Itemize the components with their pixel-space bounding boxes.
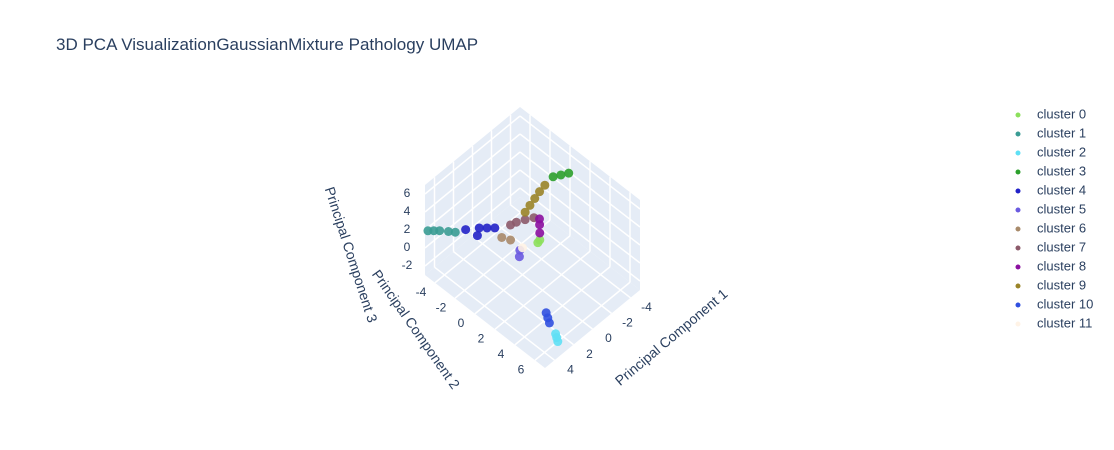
legend-marker xyxy=(1015,226,1021,232)
legend-marker xyxy=(1015,245,1021,251)
grid-line xyxy=(424,115,521,195)
legend-label: cluster 6 xyxy=(1037,220,1086,235)
marks xyxy=(423,168,574,347)
grid-line xyxy=(494,250,591,330)
grid-line xyxy=(519,169,641,264)
point xyxy=(548,172,558,182)
legend-marker xyxy=(1015,321,1021,327)
grid-line xyxy=(519,133,641,228)
legend-marker xyxy=(1015,131,1021,137)
legend-label: cluster 2 xyxy=(1037,144,1086,159)
point xyxy=(511,217,521,227)
point xyxy=(450,227,460,237)
legend-marker xyxy=(1015,302,1021,308)
grid-line xyxy=(424,151,521,231)
point xyxy=(514,252,524,262)
z-axis-title: Principal Component 3 xyxy=(322,185,381,325)
point xyxy=(556,170,566,180)
legend-marker xyxy=(1015,150,1021,156)
point xyxy=(544,318,554,328)
z-tick-label: -2 xyxy=(402,258,413,272)
grid-line xyxy=(424,187,521,267)
point xyxy=(461,225,471,235)
point xyxy=(553,337,563,347)
grid-line xyxy=(434,266,555,361)
grid-line xyxy=(519,187,641,282)
legend-label: cluster 10 xyxy=(1037,296,1093,311)
grid-line xyxy=(519,151,641,246)
grid-line xyxy=(534,281,631,361)
x-tick-label: 4 xyxy=(567,362,574,376)
point xyxy=(535,220,545,230)
z-tick-label: 0 xyxy=(404,240,411,254)
legend-marker xyxy=(1015,264,1021,270)
x-tick-label: 0 xyxy=(605,331,612,345)
point xyxy=(540,180,550,190)
point xyxy=(435,226,445,236)
x-tick-label: -2 xyxy=(622,316,633,330)
grid-line xyxy=(474,235,571,315)
point xyxy=(535,187,545,197)
y-tick-label: 6 xyxy=(518,362,525,376)
legend-marker xyxy=(1015,188,1021,194)
legend-label: cluster 5 xyxy=(1037,201,1086,216)
point xyxy=(443,226,453,236)
point xyxy=(525,200,535,210)
point xyxy=(518,243,527,253)
chart-title: 3D PCA VisualizationGaussianMixture Path… xyxy=(56,35,478,54)
legend-label: cluster 7 xyxy=(1037,239,1086,254)
point xyxy=(497,232,507,242)
legend-label: cluster 9 xyxy=(1037,277,1086,292)
legend-marker xyxy=(1015,283,1021,289)
z-tick-label: 6 xyxy=(404,186,411,200)
point xyxy=(506,235,516,245)
grid-line xyxy=(454,219,551,299)
y-tick-label: -2 xyxy=(436,300,447,314)
legend: cluster 0 cluster 1 cluster 2 cluster 3 clus… xyxy=(1015,106,1093,330)
point xyxy=(482,223,492,233)
grid-line xyxy=(434,204,531,284)
grid-line xyxy=(514,266,611,346)
x-tick-label: 2 xyxy=(586,347,593,361)
legend-label: cluster 1 xyxy=(1037,125,1086,140)
y-tick-label: -4 xyxy=(416,285,427,299)
legend-label: cluster 3 xyxy=(1037,163,1086,178)
x-axis-title: Principal Component 1 xyxy=(612,285,731,388)
z-tick-label: 2 xyxy=(404,222,411,236)
y-tick-label: 4 xyxy=(498,347,505,361)
point xyxy=(474,223,484,233)
grid-line xyxy=(472,235,593,330)
legend-marker xyxy=(1015,207,1021,213)
legend-marker xyxy=(1015,112,1021,118)
point xyxy=(520,215,530,225)
y-tick-label: 0 xyxy=(458,316,465,330)
legend-label: cluster 8 xyxy=(1037,258,1086,273)
point xyxy=(520,207,530,217)
grid-line xyxy=(424,133,521,213)
legend-label: cluster 0 xyxy=(1037,106,1086,121)
legend-marker xyxy=(1015,169,1021,175)
point xyxy=(564,168,574,178)
z-tick-label: 4 xyxy=(404,204,411,218)
point xyxy=(472,231,482,241)
point xyxy=(533,238,543,248)
point xyxy=(490,223,500,233)
x-tick-label: -4 xyxy=(641,300,652,314)
y-tick-label: 2 xyxy=(478,331,485,345)
grid-line xyxy=(519,115,641,210)
point xyxy=(535,228,545,238)
legend-label: cluster 11 xyxy=(1037,315,1092,330)
point xyxy=(530,194,540,203)
legend-label: cluster 4 xyxy=(1037,182,1086,197)
grid-line xyxy=(453,251,574,346)
